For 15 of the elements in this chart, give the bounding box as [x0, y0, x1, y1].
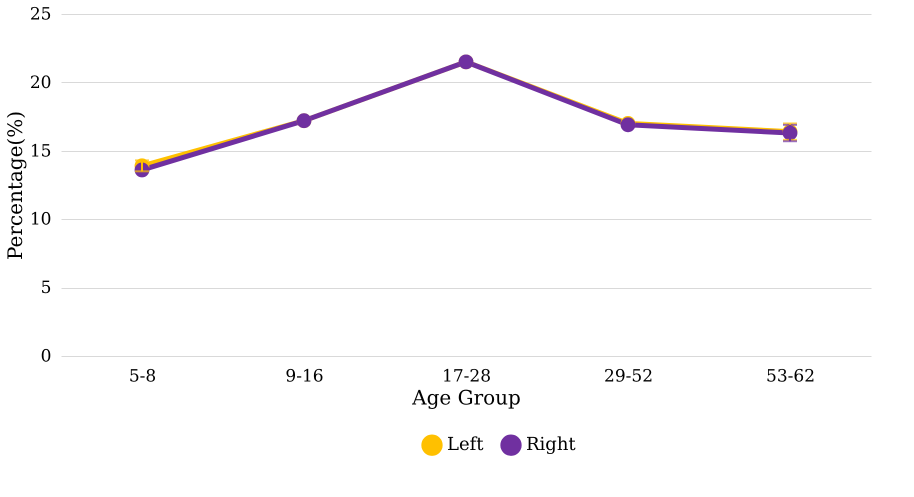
x-tick-label: 9-16	[285, 366, 324, 386]
x-tick-label: 53-62	[766, 366, 816, 386]
y-tick-label: 20	[30, 72, 52, 93]
x-tick-label: 5-8	[128, 366, 156, 386]
x-axis-title: Age Group	[411, 386, 521, 410]
legend-label: Left	[447, 434, 484, 456]
y-tick-label: 0	[40, 346, 52, 366]
y-axis-title: Percentage(%)	[2, 110, 27, 260]
y-tick-label: 10	[30, 210, 52, 230]
legend-label: Right	[526, 434, 576, 456]
x-tick-label: 29-52	[604, 366, 654, 386]
y-tick-label: 25	[30, 4, 52, 24]
y-tick-label: 5	[40, 278, 52, 298]
y-tick-label: 15	[30, 141, 52, 162]
x-tick-label: 17-28	[442, 366, 492, 386]
